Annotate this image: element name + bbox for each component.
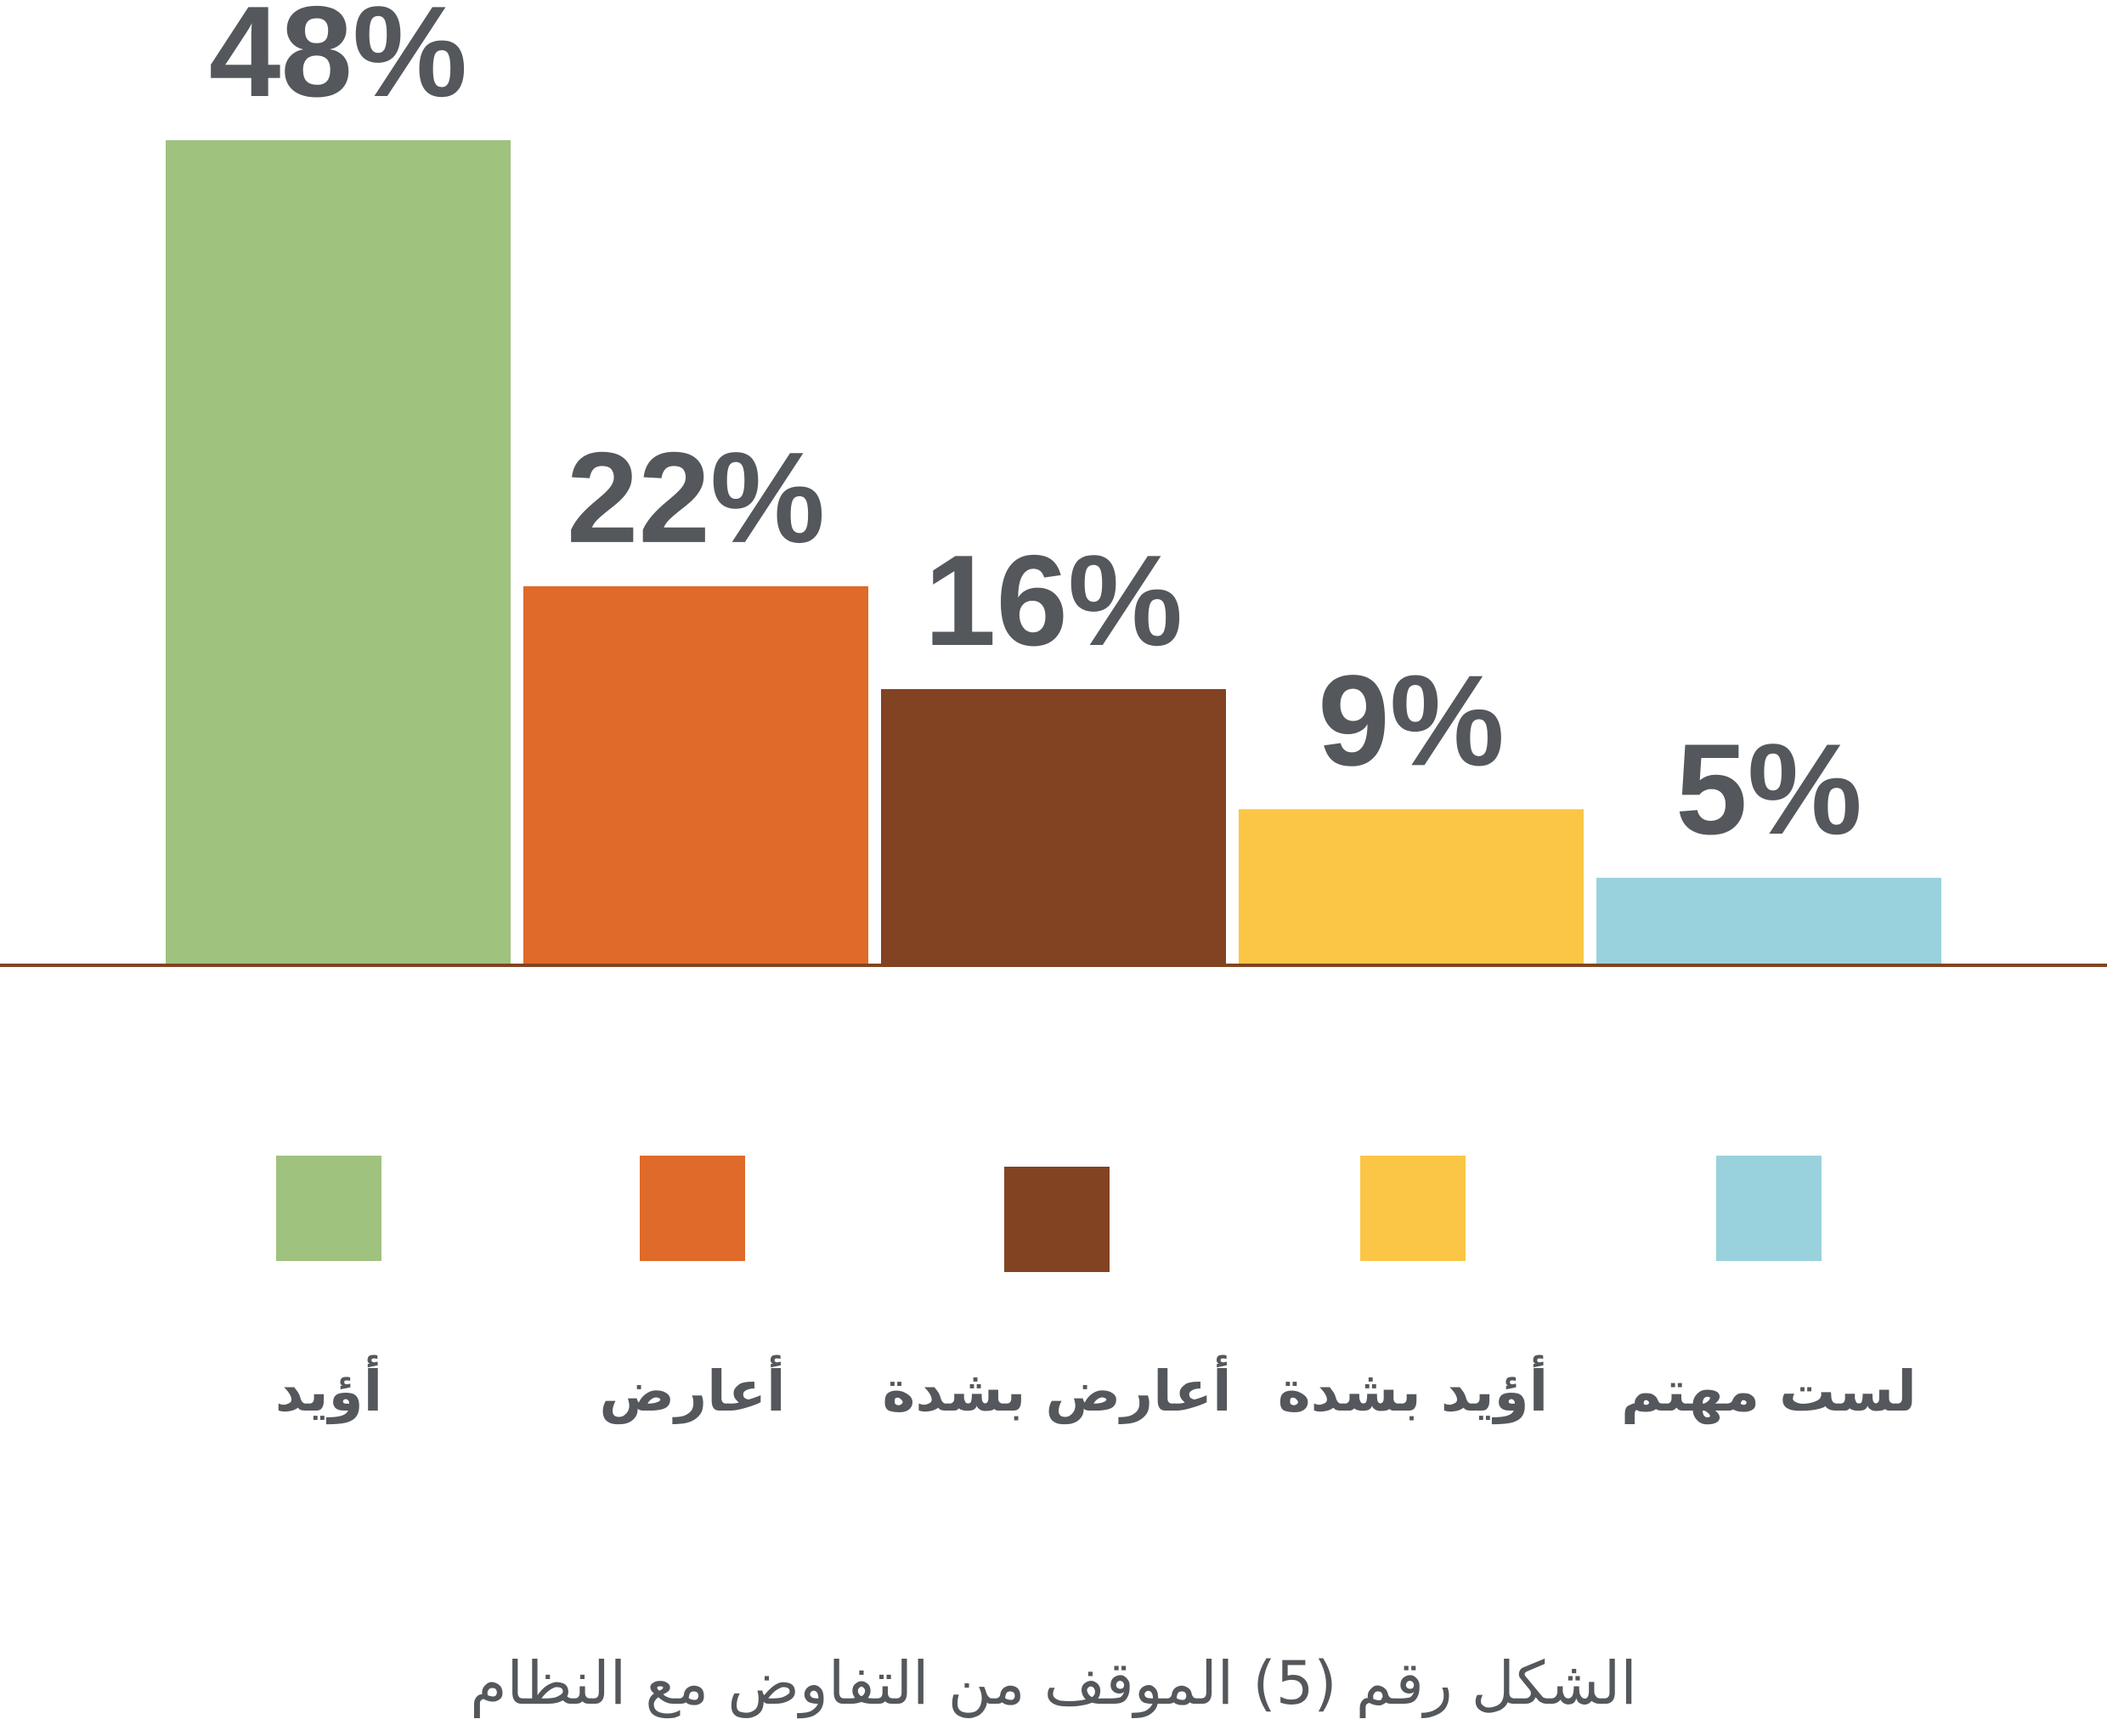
- chart-caption: الشكل رقم (5) الموقف من التفاوض مع النظا…: [470, 1648, 1637, 1719]
- bar-value-label-1: 48%: [209, 0, 467, 124]
- legend-label-3: أعارض بشدة: [882, 1354, 1231, 1424]
- legend-swatch-1: [276, 1156, 381, 1261]
- bar-value-label-4: 9%: [1318, 648, 1505, 793]
- bar-value-label-5: 5%: [1675, 717, 1862, 862]
- legend-label-5: لست مهتم: [1621, 1359, 1917, 1425]
- legend-label-4: أؤيد بشدة: [1278, 1354, 1549, 1425]
- legend-label-2: أعارض: [599, 1354, 785, 1424]
- legend-swatch-5: [1716, 1156, 1822, 1261]
- value-labels-layer: 48% 22% 16% 9% 5%: [209, 0, 1862, 862]
- legend-swatch-4: [1360, 1156, 1466, 1261]
- bar-5: [1596, 878, 1941, 964]
- bar-4: [1239, 809, 1584, 964]
- bar-3: [881, 689, 1226, 964]
- bar-value-label-2: 22%: [567, 426, 825, 570]
- bar-2: [523, 585, 868, 964]
- bars-layer: [166, 140, 1941, 964]
- legend-swatch-2: [640, 1156, 745, 1261]
- bar-1: [166, 140, 511, 964]
- legend-label-1: أؤيد: [275, 1354, 383, 1425]
- legend-swatch-3: [1004, 1167, 1110, 1272]
- legend: أؤيد أعارض أعارض بشدة أؤيد بشدة لست مهتم: [275, 1156, 1917, 1425]
- bar-value-label-3: 16%: [924, 529, 1183, 673]
